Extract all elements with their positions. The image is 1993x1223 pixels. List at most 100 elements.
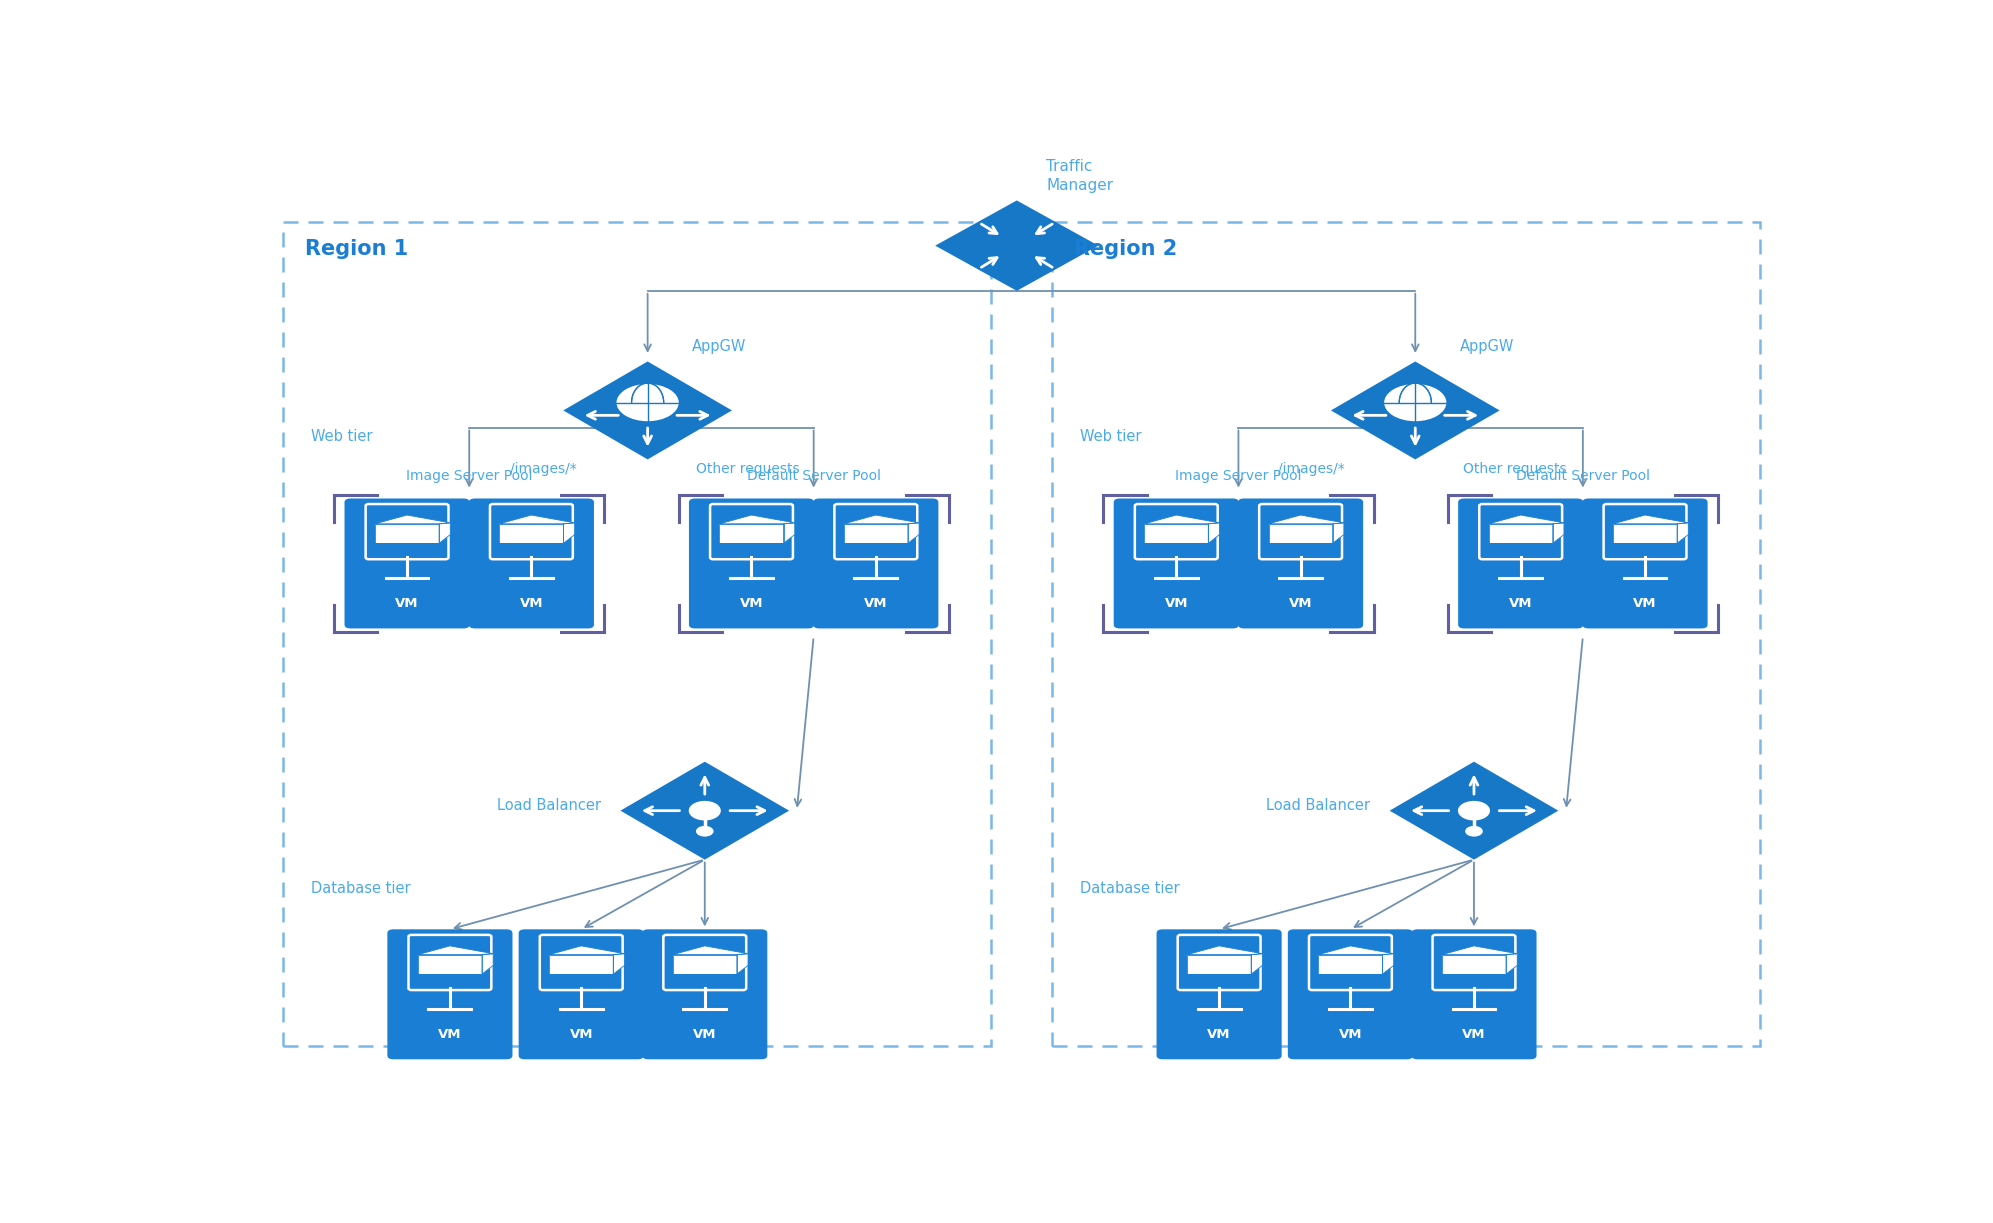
Polygon shape — [1489, 523, 1553, 543]
Polygon shape — [1333, 523, 1343, 543]
Polygon shape — [564, 523, 574, 543]
Polygon shape — [550, 945, 624, 955]
FancyBboxPatch shape — [518, 929, 644, 1059]
Text: VM: VM — [1164, 597, 1188, 610]
Text: Other requests: Other requests — [1463, 462, 1566, 476]
Polygon shape — [1553, 523, 1565, 543]
FancyBboxPatch shape — [1485, 508, 1557, 555]
Text: Database tier: Database tier — [1080, 882, 1180, 896]
Polygon shape — [620, 762, 789, 860]
Text: Database tier: Database tier — [311, 882, 411, 896]
Polygon shape — [674, 945, 747, 955]
Polygon shape — [419, 955, 482, 975]
Polygon shape — [438, 523, 450, 543]
Polygon shape — [1144, 515, 1220, 523]
FancyBboxPatch shape — [1582, 499, 1708, 629]
Text: Image Server Pool: Image Server Pool — [407, 468, 532, 483]
Polygon shape — [1317, 945, 1393, 955]
Text: VM: VM — [1463, 1029, 1485, 1041]
Polygon shape — [1612, 515, 1688, 523]
Bar — [1052, 223, 1760, 1046]
Polygon shape — [1383, 954, 1393, 975]
FancyBboxPatch shape — [1315, 938, 1385, 986]
Text: Web tier: Web tier — [1080, 429, 1142, 444]
Circle shape — [1459, 801, 1491, 821]
Polygon shape — [737, 954, 747, 975]
Text: VM: VM — [694, 1029, 717, 1041]
FancyBboxPatch shape — [387, 929, 512, 1059]
FancyBboxPatch shape — [468, 499, 594, 629]
Polygon shape — [674, 955, 737, 975]
Polygon shape — [500, 515, 574, 523]
Text: VM: VM — [1208, 1029, 1232, 1041]
Polygon shape — [843, 515, 919, 523]
Text: Region 2: Region 2 — [1074, 238, 1178, 259]
Polygon shape — [550, 955, 614, 975]
Polygon shape — [1188, 955, 1252, 975]
FancyBboxPatch shape — [496, 508, 566, 555]
FancyBboxPatch shape — [670, 938, 739, 986]
Polygon shape — [1507, 954, 1517, 975]
Text: Default Server Pool: Default Server Pool — [1517, 468, 1650, 483]
FancyBboxPatch shape — [841, 508, 911, 555]
Polygon shape — [419, 945, 492, 955]
Polygon shape — [1144, 523, 1208, 543]
FancyBboxPatch shape — [1610, 508, 1680, 555]
Circle shape — [696, 826, 713, 837]
Text: VM: VM — [395, 597, 419, 610]
Text: VM: VM — [1509, 597, 1533, 610]
Text: AppGW: AppGW — [692, 339, 745, 353]
Polygon shape — [909, 523, 919, 543]
Text: /images/*: /images/* — [510, 462, 576, 476]
FancyBboxPatch shape — [1238, 499, 1363, 629]
Text: VM: VM — [1634, 597, 1656, 610]
Text: AppGW: AppGW — [1459, 339, 1515, 353]
Text: VM: VM — [1339, 1029, 1361, 1041]
Polygon shape — [843, 523, 909, 543]
Polygon shape — [1252, 954, 1262, 975]
Polygon shape — [1489, 515, 1565, 523]
Text: VM: VM — [438, 1029, 462, 1041]
Polygon shape — [614, 954, 624, 975]
Text: VM: VM — [1289, 597, 1311, 610]
Circle shape — [1465, 826, 1483, 837]
Polygon shape — [783, 523, 795, 543]
FancyBboxPatch shape — [1439, 938, 1509, 986]
FancyBboxPatch shape — [1114, 499, 1240, 629]
FancyBboxPatch shape — [1459, 499, 1582, 629]
FancyBboxPatch shape — [1142, 508, 1212, 555]
Polygon shape — [1441, 955, 1507, 975]
Text: VM: VM — [570, 1029, 594, 1041]
Polygon shape — [1208, 523, 1220, 543]
Polygon shape — [1676, 523, 1688, 543]
FancyBboxPatch shape — [1411, 929, 1537, 1059]
Text: VM: VM — [739, 597, 763, 610]
Polygon shape — [719, 515, 795, 523]
Polygon shape — [375, 523, 438, 543]
Circle shape — [690, 801, 721, 821]
Polygon shape — [482, 954, 492, 975]
Polygon shape — [1612, 523, 1676, 543]
Text: Traffic
Manager: Traffic Manager — [1046, 159, 1114, 193]
Polygon shape — [1270, 515, 1343, 523]
Text: VM: VM — [520, 597, 544, 610]
FancyBboxPatch shape — [1266, 508, 1335, 555]
Text: VM: VM — [865, 597, 887, 610]
Polygon shape — [564, 362, 731, 460]
Polygon shape — [719, 523, 783, 543]
Polygon shape — [1389, 762, 1559, 860]
Text: Other requests: Other requests — [696, 462, 799, 476]
FancyBboxPatch shape — [813, 499, 939, 629]
Text: Load Balancer: Load Balancer — [496, 799, 602, 813]
FancyBboxPatch shape — [345, 499, 470, 629]
Polygon shape — [1317, 955, 1383, 975]
FancyBboxPatch shape — [546, 938, 616, 986]
Text: Region 1: Region 1 — [305, 238, 409, 259]
FancyBboxPatch shape — [373, 508, 442, 555]
Text: Image Server Pool: Image Server Pool — [1176, 468, 1301, 483]
Text: Web tier: Web tier — [311, 429, 373, 444]
Polygon shape — [935, 201, 1098, 291]
Polygon shape — [1331, 362, 1499, 460]
FancyBboxPatch shape — [1184, 938, 1254, 986]
Polygon shape — [1441, 945, 1517, 955]
